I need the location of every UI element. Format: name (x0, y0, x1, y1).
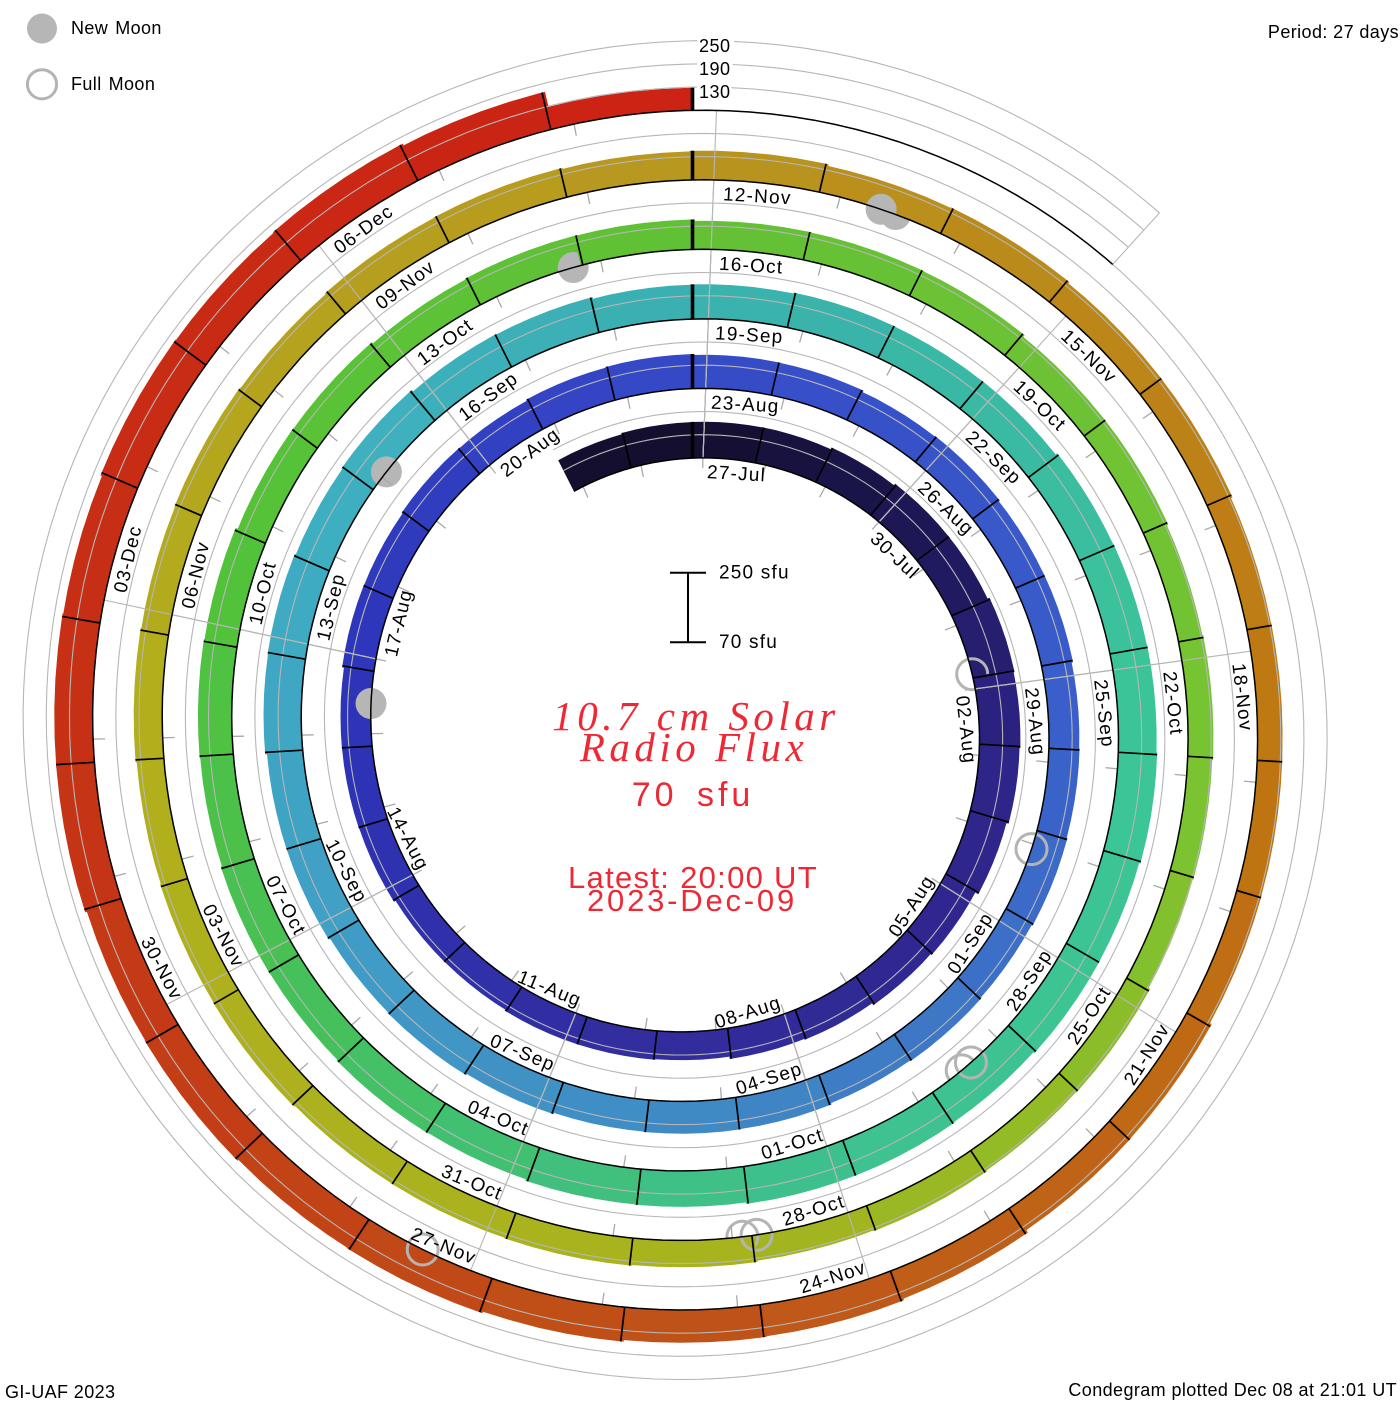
svg-text:Condegram plotted Dec 08 at 21: Condegram plotted Dec 08 at 21:01 UT (1068, 1380, 1397, 1400)
svg-text:2023-Dec-09: 2023-Dec-09 (587, 883, 797, 918)
svg-text:70 sfu: 70 sfu (719, 632, 778, 653)
svg-text:250 sfu: 250 sfu (719, 563, 790, 584)
svg-text:Radio Flux: Radio Flux (579, 724, 808, 770)
svg-text:250: 250 (699, 36, 731, 56)
svg-text:23-Aug: 23-Aug (711, 393, 781, 418)
svg-text:130: 130 (699, 82, 731, 102)
svg-text:27-Jul: 27-Jul (707, 462, 767, 486)
svg-text:Period: 27 days: Period: 27 days (1268, 22, 1399, 42)
svg-text:190: 190 (699, 59, 731, 79)
svg-text:16-Oct: 16-Oct (719, 254, 784, 279)
svg-text:70 sfu: 70 sfu (632, 776, 755, 814)
svg-text:12-Nov: 12-Nov (723, 184, 793, 209)
svg-text:GI-UAF 2023: GI-UAF 2023 (5, 1382, 115, 1400)
svg-text:19-Sep: 19-Sep (715, 323, 785, 348)
